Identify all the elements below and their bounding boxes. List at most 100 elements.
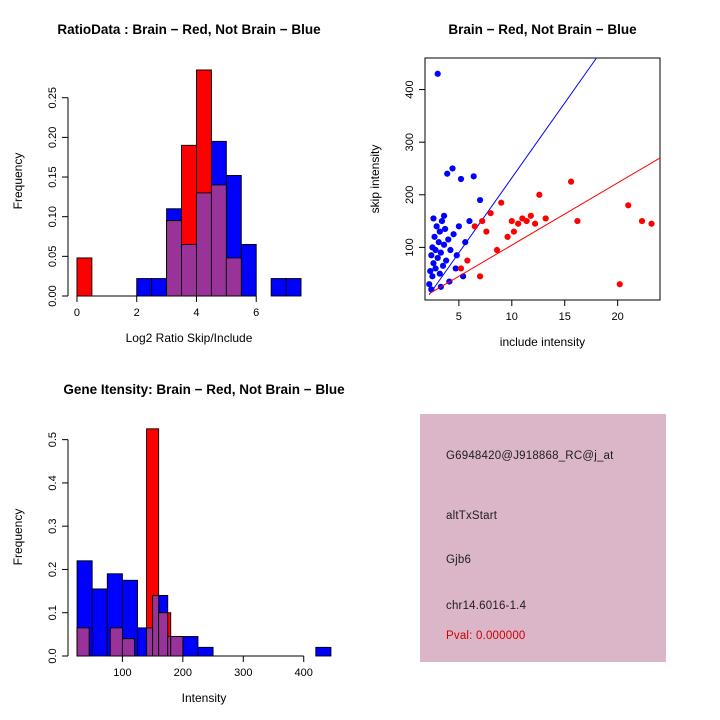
scatter-point	[457, 265, 465, 272]
scatter-point	[504, 233, 511, 240]
scatter-point	[638, 217, 646, 225]
scatter-point	[616, 281, 623, 288]
y-tick-label: 400	[404, 80, 416, 98]
x-axis-label: include intensity	[500, 335, 585, 349]
scatter-point	[523, 217, 530, 225]
x-axis-label: Intensity	[182, 691, 227, 705]
chart-title: Gene Itensity: Brain − Red, Not Brain − …	[63, 382, 345, 397]
scatter-point	[427, 267, 434, 275]
scatter-point	[567, 178, 575, 185]
scatter-point	[438, 217, 446, 225]
scatter-point	[434, 254, 441, 262]
hist-bar	[170, 636, 184, 657]
hist-bar	[152, 594, 160, 657]
hist-bar	[197, 646, 214, 657]
y-tick-label: 0.25	[47, 87, 59, 108]
hist-bar	[270, 278, 287, 297]
hist-bar	[136, 278, 153, 297]
hist-bar	[196, 192, 212, 297]
scatter-point	[435, 239, 442, 246]
x-tick-label: 4	[193, 307, 199, 319]
pval-text: Pval: 0.000000	[446, 630, 526, 642]
x-tick-label: 10	[506, 311, 518, 323]
hist-bar	[109, 627, 123, 657]
hist-bar	[76, 627, 90, 657]
scatter-point	[457, 175, 465, 183]
scatter-point	[648, 220, 655, 227]
hist-bar	[210, 184, 227, 297]
scatter-point	[527, 212, 534, 219]
x-tick-label: 20	[612, 311, 624, 323]
scatter-point	[433, 223, 440, 230]
x-tick-label: 400	[295, 667, 313, 679]
scatter-point	[479, 217, 486, 225]
scatter-point	[437, 249, 444, 256]
hist-bar	[225, 257, 242, 297]
x-tick-label: 15	[559, 311, 571, 323]
y-tick-label: 0.2	[47, 562, 59, 577]
chart-title: Brain − Red, Not Brain − Blue	[448, 22, 637, 37]
plot-frame	[424, 57, 661, 301]
y-tick-label: 0.15	[47, 166, 59, 187]
hist-bar	[240, 243, 257, 297]
points-not-brain	[426, 70, 484, 293]
scatter-point	[439, 262, 447, 269]
y-tick-label: 0.05	[47, 246, 59, 267]
y-tick-label: 0.3	[47, 519, 59, 534]
scatter-point	[455, 223, 462, 230]
hist-bar	[182, 636, 199, 657]
scatter-point	[449, 165, 456, 172]
scatter-point	[431, 233, 438, 240]
fit-line-brain	[428, 157, 661, 295]
scatter-point	[542, 215, 549, 222]
x-tick-label: 0	[74, 307, 80, 319]
scatter-point	[470, 173, 477, 180]
gene-name-text: Gjb6	[446, 554, 472, 566]
x-axis-label: Log2 Ratio Skip/Include	[126, 331, 253, 345]
hist-bar	[315, 646, 332, 657]
x-tick-label: 300	[234, 667, 252, 679]
hist-bar	[181, 243, 197, 297]
scatter-point	[508, 217, 515, 225]
chart-title: RatioData : Brain − Red, Not Brain − Blu…	[57, 22, 321, 37]
x-tick-label: 5	[456, 311, 462, 323]
y-tick-label: 200	[404, 186, 416, 204]
y-tick-label: 0.4	[47, 475, 59, 490]
info-panel: G6948420@J918868_RC@j_at altTxStart Gjb6…	[420, 414, 666, 662]
scatter-point	[464, 257, 471, 264]
x-tick-label: 2	[134, 307, 140, 319]
x-tick-label: 6	[253, 307, 259, 319]
scatter-point	[430, 215, 437, 222]
y-tick-label: 0.10	[47, 206, 59, 227]
hist-series-overlap	[166, 184, 242, 297]
scatter-point	[483, 228, 490, 235]
scatter-point	[510, 228, 518, 235]
scatter-point	[429, 273, 436, 280]
hist-bar	[146, 627, 154, 657]
y-tick-label: 0.20	[47, 127, 59, 148]
scatter-point	[428, 252, 435, 259]
axes: 5 10 15 20 100 200 300 400	[404, 57, 661, 323]
y-axis-label: Frequency	[11, 153, 25, 210]
points-brain	[457, 178, 655, 288]
scatter-point	[432, 265, 439, 272]
hist-bar	[121, 638, 135, 657]
scatter-point	[450, 231, 457, 238]
scatter-point	[493, 246, 501, 254]
y-tick-label: 300	[404, 133, 416, 151]
gene-intensity-histogram-panel: Gene Itensity: Brain − Red, Not Brain − …	[11, 382, 345, 705]
scatter-point	[443, 257, 450, 264]
y-axis-label: Frequency	[11, 509, 25, 566]
scatter-point	[426, 281, 433, 288]
scatter-point	[531, 220, 539, 227]
hist-bar	[151, 278, 168, 297]
scatter-point	[447, 246, 454, 254]
locus-text: chr14.6016-1.4	[446, 600, 527, 612]
scatter-point	[436, 228, 443, 235]
scatter-point	[434, 70, 441, 77]
y-tick-label: 0.5	[47, 432, 59, 447]
scatter-point	[498, 199, 505, 206]
intensity-scatter-panel: Brain − Red, Not Brain − Blue 5 10 15 20 100 2…	[368, 22, 661, 349]
scatter-point	[440, 212, 448, 219]
x-tick-label: 200	[174, 667, 192, 679]
